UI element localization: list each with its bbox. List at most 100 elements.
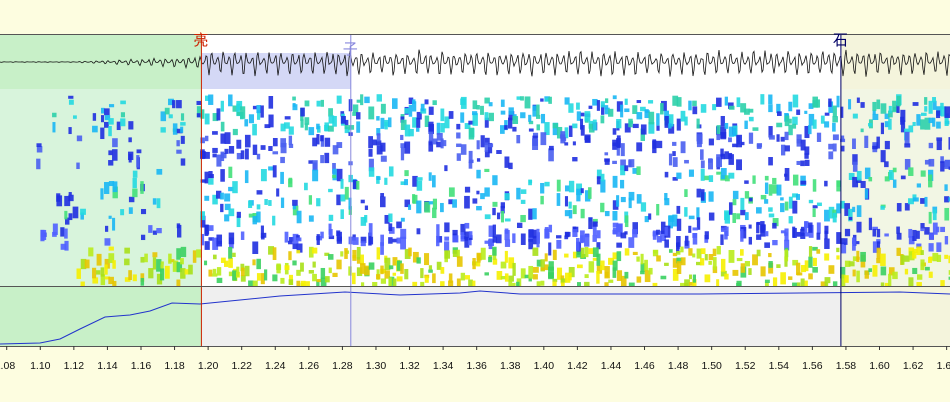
spectrogram-cell [716,133,721,141]
spectrogram-cell [368,148,373,157]
spectrogram-cell [696,248,702,259]
spectrogram-cell [432,175,436,188]
spectrogram-panel[interactable] [0,89,950,287]
spectrogram-cell [624,271,629,279]
spectrogram-cell [180,258,184,265]
axis-tick-label: 1.44 [601,360,622,372]
spectrogram-cell [720,132,727,139]
spectrogram-cell [668,215,673,229]
axis-tick-label: 1.08 [0,360,15,372]
spectrogram-cell [528,180,533,184]
spectrogram-cell [352,249,357,261]
spectrogram-cell [728,202,733,215]
spectrogram-cell [476,105,480,110]
spectrogram-cell [436,141,443,148]
spectrogram-cell [216,154,222,167]
spectrogram-cell [476,158,481,162]
spectrogram-cell [228,166,233,179]
spectrogram-cell [472,100,478,110]
spectrogram-cell [528,128,534,132]
spectrogram-cell [628,197,632,209]
spectrogram-cell [200,233,205,246]
spectrogram-cell [876,257,881,264]
spectrogram-cell [616,224,622,237]
spectrogram-cell [368,262,375,270]
spectrogram-cell [500,205,505,214]
spectrogram-cell [788,196,793,209]
spectrogram-cell [156,273,163,285]
spectrogram-cell [688,281,695,286]
marker-3-label[interactable]: 石 [832,31,848,49]
spectrogram-cell [600,260,605,271]
spectrogram-cell [880,205,885,210]
spectrogram-cell [404,248,411,259]
spectrogram-cell [912,229,917,241]
spectrogram-cell [476,169,481,179]
spectrogram-cell [348,197,352,210]
spectrogram-cell [488,238,493,250]
spectrogram-cell [852,138,856,150]
spectrogram-cell [320,267,326,279]
spectrogram-cell [64,195,71,207]
spectrogram-cell [632,168,637,174]
spectrogram-cell [912,251,917,259]
spectrogram-cell [300,107,305,117]
spectrogram-cell [532,132,539,138]
spectrogram-cell [788,101,793,112]
spectrogram-cell [672,95,679,106]
spectrogram-cell [400,263,404,274]
spectrogram-cell [296,237,302,242]
spectrogram-cell [220,133,226,144]
spectrogram-cell [784,201,789,211]
spectrogram-cell [608,257,614,265]
spectrogram-cell [496,270,503,280]
spectrogram-cell [796,282,801,286]
spectrogram-cell [556,267,563,280]
spectrogram-cell [792,282,798,286]
spectrogram-cell [40,229,47,241]
spectrogram-cell [636,194,642,204]
spectrogram-cell [604,105,609,110]
spectrogram-cell [68,213,73,221]
spectrogram-cell [280,123,286,132]
time-axis[interactable]: 1.08 1.10 1.12 1.14 1.16 1.18 1.20 1.22 1.24 1.26… [0,346,950,376]
spectrogram-cell [832,281,838,286]
spectrogram-cell [924,196,928,207]
spectrogram-cell [856,270,860,283]
spectrogram-cell [680,282,686,286]
spectrogram-cell [880,282,885,286]
spectrogram-cell [676,97,682,107]
spectrogram-cell [788,118,792,124]
spectrogram-cell [104,238,111,246]
spectrogram-cell [792,116,798,125]
spectrogram-cell [228,145,235,154]
spectrogram-cell [352,237,359,245]
spectrogram-cell [584,234,590,247]
spectrogram-cell [424,115,430,128]
spectrogram-cell [564,235,569,240]
spectrogram-cell [824,230,828,240]
spectrogram-cell [152,198,157,205]
spectrogram-cell [900,120,906,133]
pitch-panel[interactable] [0,287,950,347]
marker-2-label[interactable]: 子 [342,40,358,58]
spectrogram-cell [784,256,788,267]
spectrogram-cell [736,213,741,220]
spectrogram-cell [940,161,945,172]
spectrogram-cell [432,273,436,284]
spectrogram-cell [752,254,758,266]
marker-1-label[interactable]: 亮 [193,31,209,49]
spectrogram-cell [696,118,700,129]
spectrogram-cell [516,134,521,144]
spectrogram-cell [456,256,463,267]
spectrogram-cell [812,257,817,267]
spectrogram-cell [740,249,744,256]
spectrogram-cell [888,273,892,286]
spectrogram-cell [836,232,842,244]
spectrogram-cell [492,224,496,238]
spectrogram-cell [100,267,105,277]
spectrogram-cell [368,136,373,149]
spectrogram-cell [808,273,813,280]
waveform-panel[interactable] [0,34,950,91]
spectrogram-cell [484,137,490,146]
